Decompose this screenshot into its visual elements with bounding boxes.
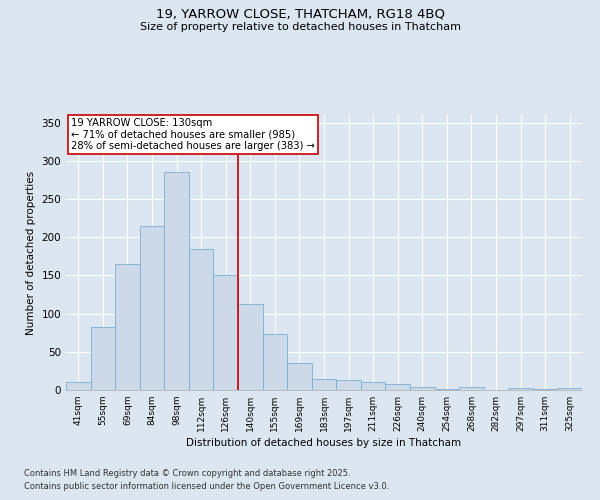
Bar (115, 264, 140, 390)
Bar (287, 364, 312, 390)
Bar (385, 384, 410, 390)
Bar (214, 276, 238, 390)
Bar (263, 334, 287, 390)
Bar (164, 172, 189, 390)
Text: Size of property relative to detached houses in Thatcham: Size of property relative to detached ho… (139, 22, 461, 32)
Bar (336, 380, 361, 390)
Text: Contains HM Land Registry data © Crown copyright and database right 2025.: Contains HM Land Registry data © Crown c… (24, 468, 350, 477)
Bar (508, 388, 533, 390)
Bar (434, 389, 459, 390)
Bar (459, 387, 484, 390)
Bar (140, 226, 164, 390)
Text: 19, YARROW CLOSE, THATCHAM, RG18 4BQ: 19, YARROW CLOSE, THATCHAM, RG18 4BQ (155, 8, 445, 20)
Bar (557, 388, 582, 390)
Bar (238, 304, 263, 390)
Bar (66, 382, 91, 390)
Bar (312, 378, 336, 390)
Bar (533, 389, 557, 390)
Y-axis label: Number of detached properties: Number of detached properties (26, 170, 36, 334)
Text: 19 YARROW CLOSE: 130sqm
← 71% of detached houses are smaller (985)
28% of semi-d: 19 YARROW CLOSE: 130sqm ← 71% of detache… (71, 118, 315, 151)
Text: Distribution of detached houses by size in Thatcham: Distribution of detached houses by size … (187, 438, 461, 448)
Bar (189, 248, 214, 390)
Bar (410, 387, 434, 390)
Bar (361, 382, 385, 390)
Bar (91, 328, 115, 390)
Text: Contains public sector information licensed under the Open Government Licence v3: Contains public sector information licen… (24, 482, 389, 491)
